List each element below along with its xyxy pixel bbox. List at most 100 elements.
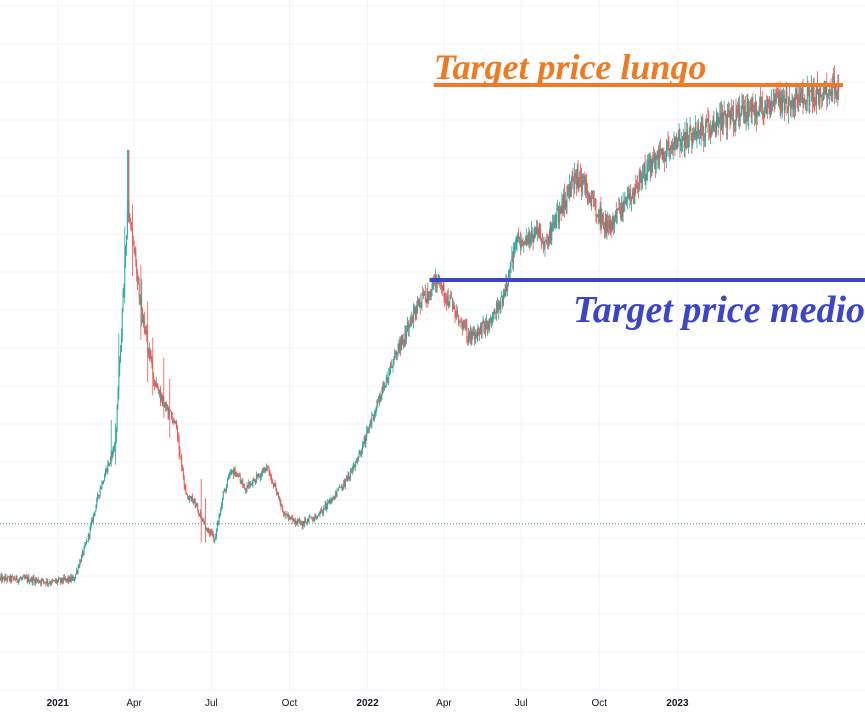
candle-body — [350, 470, 352, 479]
candle-body — [699, 132, 701, 139]
candle-body — [388, 374, 390, 380]
candle-body — [826, 83, 828, 98]
candle-body — [658, 151, 660, 166]
candle-body — [735, 108, 737, 124]
candle-body — [91, 519, 93, 525]
candle-body — [283, 514, 285, 517]
candle-body — [530, 237, 531, 244]
candle-body — [751, 100, 753, 119]
candle-body — [647, 164, 649, 171]
candle-body — [731, 107, 733, 110]
candle-body — [519, 237, 521, 248]
candle-body — [322, 512, 324, 513]
candle-body — [491, 315, 493, 323]
candle-body — [725, 112, 727, 120]
candle-body — [693, 132, 694, 138]
candle-body — [390, 364, 392, 368]
candle-body — [310, 516, 312, 518]
candle-body — [666, 141, 668, 147]
candle-body — [267, 467, 269, 469]
candle-body — [195, 505, 197, 507]
candle-body — [187, 494, 189, 497]
candle-body — [612, 216, 614, 222]
candle-body — [426, 290, 428, 303]
candle-body — [106, 468, 108, 472]
candle-body — [637, 188, 639, 190]
candle-body — [18, 579, 20, 583]
candle-body — [80, 561, 82, 562]
candle-body — [120, 335, 122, 352]
candle-body — [380, 396, 382, 401]
candle-body — [250, 483, 252, 485]
candle-body — [811, 86, 813, 102]
candle-body — [827, 96, 829, 98]
candle-body — [47, 580, 48, 584]
candle-body — [66, 578, 68, 580]
candle-body — [2, 576, 4, 578]
candle-body — [163, 396, 165, 403]
candle-body — [745, 113, 747, 123]
candle-body — [223, 490, 225, 492]
candle-body — [481, 323, 483, 332]
candle-body — [148, 349, 150, 355]
candle-body — [110, 451, 112, 459]
candle-body — [244, 487, 245, 488]
candle-body — [537, 228, 539, 231]
candle-body — [625, 197, 627, 204]
candle-body — [791, 99, 793, 106]
candle-body — [294, 519, 296, 521]
candle-body — [322, 508, 324, 513]
candle-body — [338, 487, 340, 490]
candle-body — [682, 136, 683, 142]
candle-body — [357, 456, 359, 461]
candle-body — [341, 487, 343, 488]
candle-body — [830, 91, 832, 93]
candle-body — [760, 96, 762, 109]
candle-body — [158, 389, 160, 394]
candle-body — [157, 386, 159, 390]
candle-body — [456, 310, 458, 317]
candle-body — [109, 464, 110, 466]
candle-body — [387, 377, 389, 380]
candle-body — [763, 115, 765, 117]
candle-body — [606, 221, 608, 234]
candle-body — [617, 209, 619, 210]
candle-body — [213, 535, 215, 542]
candle-body — [671, 145, 672, 149]
candle-body — [323, 508, 325, 510]
candle-body — [117, 389, 119, 408]
candle-body — [471, 331, 473, 342]
candle-body — [742, 105, 744, 106]
candle-body — [678, 133, 680, 138]
candle-body — [361, 450, 363, 457]
candle-body — [699, 132, 700, 135]
candle-body — [0, 575, 2, 579]
candle-body — [42, 579, 44, 582]
candle-body — [824, 81, 826, 95]
candle-body — [661, 149, 663, 160]
candle-body — [31, 577, 33, 583]
candle-body — [620, 203, 622, 218]
candle-body — [367, 430, 369, 431]
candle-body — [484, 326, 486, 332]
candle-body — [219, 513, 221, 517]
candle-body — [662, 151, 664, 160]
candle-body — [186, 492, 188, 495]
candle-body — [581, 183, 583, 192]
candle-body — [216, 523, 218, 531]
candle-body — [440, 281, 442, 286]
candle-body — [74, 578, 76, 581]
candle-body — [499, 303, 501, 309]
candle-body — [797, 99, 799, 103]
candle-body — [545, 239, 547, 242]
candle-body — [653, 157, 655, 160]
candle-body — [288, 514, 290, 520]
candle-body — [542, 240, 544, 247]
candle-body — [561, 198, 563, 214]
candle-body — [210, 531, 212, 532]
candle-body — [573, 180, 575, 189]
candle-body — [476, 334, 478, 338]
candle-body — [81, 555, 82, 562]
candle-body — [161, 394, 163, 402]
candle-body — [778, 94, 780, 103]
